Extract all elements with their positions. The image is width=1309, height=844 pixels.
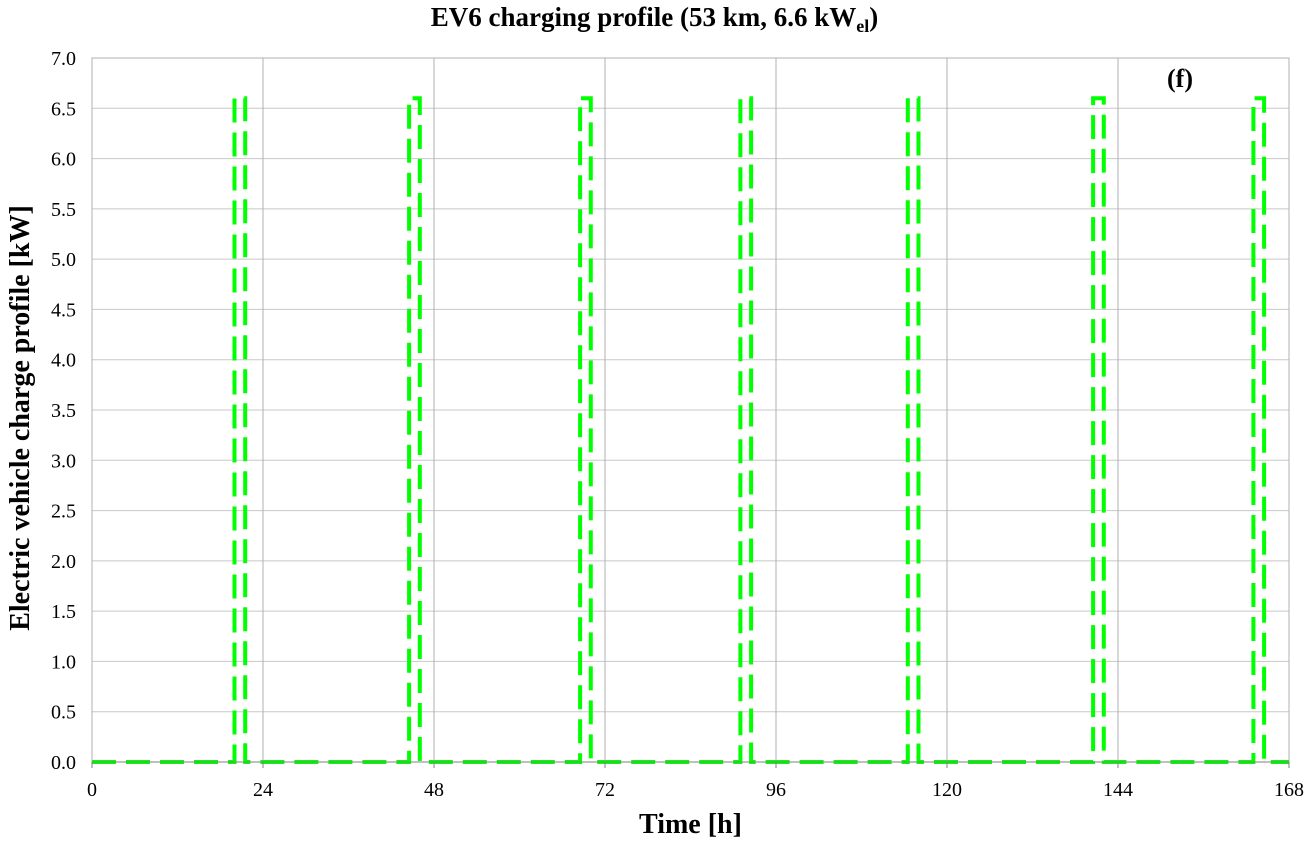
x-tick-label-0: 0 <box>87 779 97 801</box>
y-tick-label-9: 4.5 <box>51 299 76 321</box>
y-tick-labels: 0.0 0.5 1.0 1.5 2.0 2.5 3.0 3.5 4.0 4.5 5.0 5.5 6.0 6… <box>51 48 76 774</box>
chart-title-main: EV6 charging profile (53 km, 6.6 kW <box>430 2 857 32</box>
y-tick-label-5: 2.5 <box>51 501 76 523</box>
y-tick-label-2: 1.0 <box>51 651 76 673</box>
y-tick-label-1: 0.5 <box>51 702 76 724</box>
y-tick-label-10: 5.0 <box>51 249 76 271</box>
chart-title-subscript: el <box>856 16 870 36</box>
y-tick-label-12: 6.0 <box>51 149 76 171</box>
chart-title-suffix: ) <box>869 2 879 32</box>
y-tick-label-13: 6.5 <box>51 98 76 120</box>
y-tick-label-6: 3.0 <box>51 450 76 472</box>
x-tick-label-7: 168 <box>1274 779 1304 801</box>
x-tick-label-2: 48 <box>424 779 444 801</box>
y-tick-label-3: 1.5 <box>51 601 76 623</box>
x-tick-label-6: 144 <box>1103 779 1133 801</box>
x-tick-label-5: 120 <box>932 779 962 801</box>
x-axis-title: Time [h] <box>639 809 742 840</box>
x-tick-label-3: 72 <box>595 779 615 801</box>
x-tick-label-4: 96 <box>766 779 786 801</box>
y-tick-label-7: 3.5 <box>51 400 76 422</box>
series-line-0 <box>92 96 1289 764</box>
y-axis-title: Electric vehicle charge profile [kW] <box>5 205 36 631</box>
y-tick-label-14: 7.0 <box>51 48 76 70</box>
x-tick-labels: 0 24 48 72 96 120 144 168 <box>87 762 1304 801</box>
chart-title: EV6 charging profile (53 km, 6.6 kWel) <box>0 2 1309 37</box>
x-tick-label-1: 24 <box>253 779 273 801</box>
panel-label: (f) <box>1167 64 1193 93</box>
series-layer <box>92 96 1289 764</box>
gridlines <box>91 57 1290 763</box>
panel-label-background <box>1146 59 1214 105</box>
y-tick-label-11: 5.5 <box>51 199 76 221</box>
y-tick-label-0: 0.0 <box>51 752 76 774</box>
y-tick-label-4: 2.0 <box>51 551 76 573</box>
y-tick-label-8: 4.0 <box>51 350 76 372</box>
